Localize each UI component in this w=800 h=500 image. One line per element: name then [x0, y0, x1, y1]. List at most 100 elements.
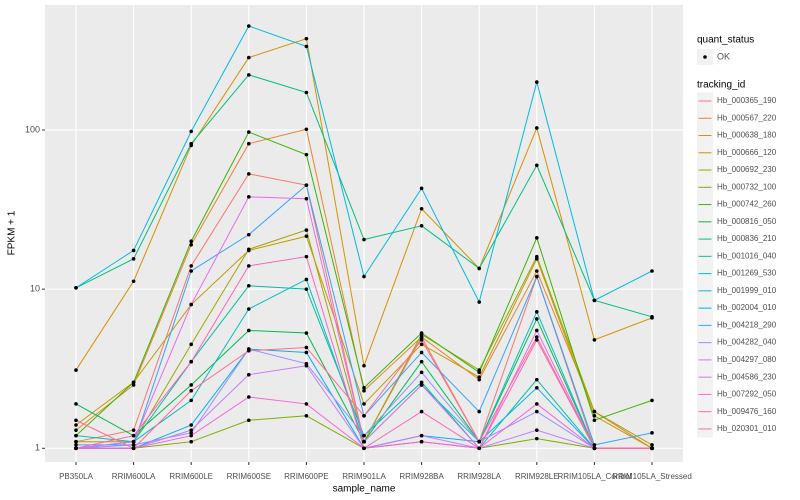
data-point	[189, 431, 193, 435]
data-point	[74, 402, 78, 406]
legend-label: Hb_000567_220	[717, 113, 777, 122]
data-point	[304, 196, 309, 201]
data-point	[189, 302, 193, 307]
data-point	[304, 402, 309, 406]
y-tick-label: 1	[35, 443, 40, 453]
data-point	[650, 269, 654, 273]
y-tick-label: 100	[25, 124, 40, 134]
data-point	[74, 285, 78, 290]
data-point	[535, 328, 539, 333]
data-point	[419, 433, 424, 438]
data-point	[189, 141, 193, 146]
data-point	[247, 395, 251, 399]
legend-point	[703, 55, 707, 59]
data-point	[131, 446, 136, 451]
data-point	[247, 247, 251, 252]
legend: quant_status OK tracking_id Hb_000365_190 Hb…	[697, 35, 777, 438]
data-point	[247, 232, 251, 237]
data-point	[477, 439, 482, 444]
data-point	[189, 398, 193, 403]
data-point	[304, 152, 309, 157]
data-point	[535, 80, 539, 84]
data-point	[477, 375, 482, 379]
data-point	[189, 428, 193, 432]
data-point	[189, 242, 193, 247]
legend-label: Hb_004282_040	[717, 338, 777, 347]
legend-label: Hb_001269_530	[717, 269, 777, 278]
data-point	[535, 409, 539, 414]
points	[74, 24, 654, 451]
legend-label: Hb_000836_210	[717, 234, 777, 243]
data-point	[362, 402, 366, 406]
data-point	[650, 431, 654, 435]
data-point	[304, 254, 309, 259]
data-point	[247, 372, 251, 377]
data-point	[535, 377, 539, 382]
data-point	[362, 388, 366, 393]
data-point	[650, 443, 654, 447]
data-point	[189, 439, 193, 444]
data-point	[247, 130, 251, 134]
legend-label: Hb_001016_040	[717, 251, 777, 260]
legend-title: quant_status	[697, 35, 754, 46]
legend-label: Hb_000692_230	[717, 165, 777, 174]
y-axis-title: FPKM + 1	[7, 210, 18, 255]
x-tick-label: RRIM105LA_Control	[557, 472, 631, 481]
x-tick-label: RRIM600SE	[227, 472, 271, 481]
data-point	[592, 298, 597, 303]
data-point	[535, 236, 539, 240]
data-point	[419, 206, 424, 211]
data-point	[304, 90, 309, 95]
data-point	[535, 254, 539, 259]
data-point	[131, 257, 136, 261]
data-point	[477, 266, 482, 271]
data-point	[189, 264, 193, 268]
data-point	[304, 331, 309, 335]
data-point	[535, 269, 539, 273]
data-point	[247, 24, 251, 28]
x-tick-label: RRIM928LE	[515, 472, 559, 481]
data-point	[74, 423, 78, 427]
data-point	[304, 183, 309, 187]
legend-label: Hb_007292_050	[717, 390, 777, 399]
legend-label: Hb_004218_290	[717, 320, 777, 329]
data-point	[362, 274, 366, 279]
data-point	[535, 338, 539, 342]
data-point	[131, 433, 136, 438]
data-point	[247, 141, 251, 146]
data-point	[535, 402, 539, 406]
legend-label: Hb_000816_050	[717, 217, 777, 226]
data-point	[304, 127, 309, 132]
data-point	[419, 335, 424, 339]
data-point	[304, 228, 309, 232]
data-point	[592, 443, 597, 447]
data-point	[247, 73, 251, 77]
x-tick-label: RRIM105LA_Stressed	[612, 472, 692, 481]
data-point	[535, 274, 539, 279]
data-point	[535, 317, 539, 321]
legend-label: Hb_000732_100	[717, 182, 777, 191]
data-point	[189, 383, 193, 387]
data-point	[592, 446, 597, 451]
data-point	[304, 234, 309, 239]
data-point	[131, 443, 136, 447]
data-point	[247, 307, 251, 311]
legend-label: Hb_009476_160	[717, 407, 777, 416]
data-point	[362, 413, 366, 418]
data-point	[592, 413, 597, 418]
data-point	[247, 418, 251, 423]
data-point	[535, 310, 539, 314]
data-point	[189, 129, 193, 134]
data-point	[131, 248, 136, 253]
data-point	[477, 446, 482, 451]
x-axis-title: sample_name	[333, 484, 396, 495]
data-point	[535, 385, 539, 390]
legend-label: Hb_002004_010	[717, 303, 777, 312]
data-point	[592, 418, 597, 423]
data-point	[477, 409, 482, 414]
x-tick-label: RRIM600LE	[169, 472, 213, 481]
data-point	[419, 186, 424, 191]
data-point	[419, 350, 424, 355]
data-point	[304, 350, 309, 355]
